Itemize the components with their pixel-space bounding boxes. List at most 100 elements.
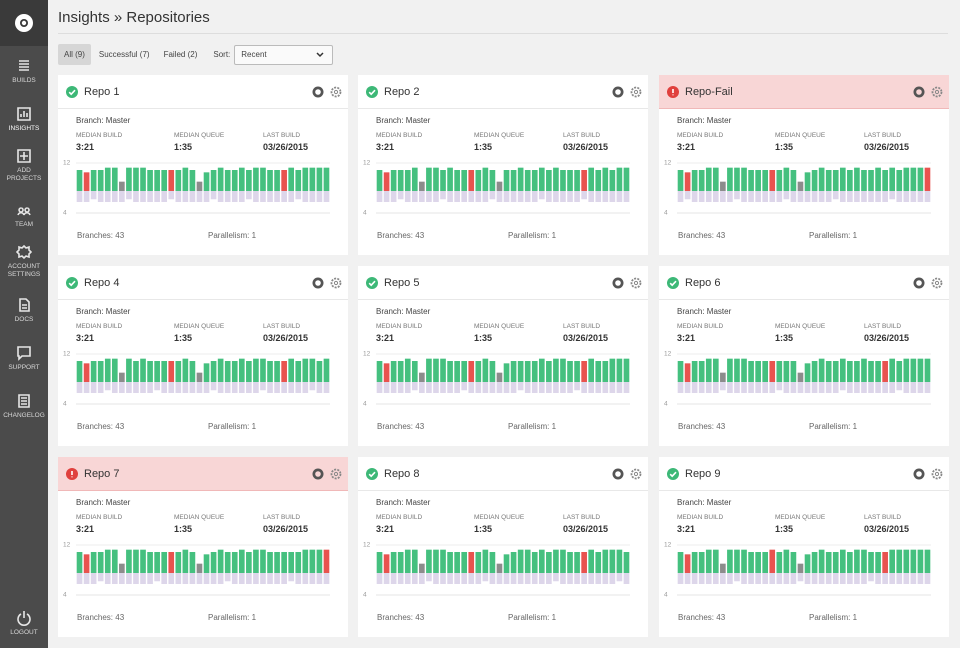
settings-icon[interactable] (330, 277, 342, 289)
queue-bar (712, 573, 719, 584)
repo-name[interactable]: Repo 2 (384, 85, 420, 98)
queue-bar (924, 382, 931, 393)
y-tick-label: 12 (363, 351, 371, 358)
build-bar (203, 554, 210, 573)
github-icon[interactable] (312, 277, 324, 289)
status-icon (366, 276, 378, 289)
repo-name[interactable]: Repo 8 (384, 467, 420, 480)
github-icon[interactable] (312, 468, 324, 480)
queue-bar (741, 382, 747, 393)
settings-icon[interactable] (931, 277, 943, 289)
queue-bar (224, 382, 231, 393)
build-chart: 12 4 (664, 160, 931, 217)
build-bar (567, 361, 573, 382)
build-bar (147, 361, 153, 382)
logo[interactable] (0, 0, 48, 46)
repo-name[interactable]: Repo-Fail (685, 85, 733, 98)
build-bar (560, 170, 566, 191)
build-bar (419, 563, 425, 573)
sort-select[interactable]: Recent (234, 44, 334, 65)
queue-bar (133, 191, 139, 202)
queue-bar (588, 191, 595, 202)
github-icon[interactable] (612, 86, 624, 98)
glyph (16, 244, 32, 260)
header-icons (913, 277, 943, 289)
stat-label: MEDIAN QUEUE (474, 323, 525, 330)
github-icon[interactable] (612, 468, 624, 480)
nav-label: CHANGELOG (3, 412, 45, 419)
nav-item[interactable]: SUPPORT (0, 345, 48, 372)
icon-mark (368, 471, 376, 477)
queue-bar (267, 573, 273, 584)
queue-bar (567, 191, 573, 202)
queue-bar (288, 382, 295, 393)
queue-bar (147, 382, 153, 393)
settings-icon[interactable] (931, 468, 943, 480)
repo-name[interactable]: Repo 9 (685, 467, 721, 480)
github-icon[interactable] (913, 86, 925, 98)
nav-item[interactable]: BUILDS (0, 58, 48, 85)
nav-item[interactable]: DOCS (0, 297, 48, 324)
build-bar (762, 170, 769, 191)
nav-item[interactable]: CHANGELOG (0, 393, 48, 420)
build-chart: 12 4 (63, 160, 330, 217)
queue-bar (154, 573, 160, 582)
build-bar (889, 358, 896, 382)
build-bar (889, 549, 896, 573)
settings-icon[interactable] (630, 468, 642, 480)
build-bar (461, 552, 468, 573)
nav-item[interactable]: TEAM (0, 202, 48, 229)
settings-icon[interactable] (931, 86, 943, 98)
build-bar (602, 549, 609, 573)
queue-bar (517, 191, 524, 202)
queue-bar (302, 191, 309, 202)
queue-bar (246, 191, 252, 200)
header-icons (312, 468, 342, 480)
queue-bar (524, 573, 531, 584)
github-icon[interactable] (612, 277, 624, 289)
queue-bar (581, 573, 587, 584)
filter-tab[interactable]: Successful (7) (98, 50, 150, 59)
github-icon[interactable] (913, 277, 925, 289)
filter-tab[interactable]: Failed (2) (163, 50, 198, 59)
settings-icon[interactable] (330, 468, 342, 480)
queue-bar (419, 191, 425, 202)
build-bar (182, 358, 189, 382)
repo-name[interactable]: Repo 7 (84, 467, 120, 480)
repo-name[interactable]: Repo 5 (384, 276, 420, 289)
icon-shape (934, 280, 940, 285)
queue-bar (503, 382, 510, 393)
queue-bar (383, 573, 390, 584)
queue-bar (238, 191, 245, 202)
build-bar (267, 552, 273, 573)
build-bar (196, 372, 203, 382)
nav-item[interactable]: ACCOUNT SETTINGS (0, 244, 48, 279)
queue-bar (748, 382, 754, 393)
nav-item[interactable]: INSIGHTS (0, 106, 48, 133)
filter-tab[interactable]: All (9) (58, 44, 91, 65)
queue-bar (861, 573, 867, 584)
chevron (316, 51, 324, 57)
queue-bar (804, 573, 811, 584)
settings-icon[interactable] (630, 86, 642, 98)
repo-name[interactable]: Repo 1 (84, 85, 120, 98)
settings-icon[interactable] (630, 277, 642, 289)
queue-bar (295, 191, 302, 200)
repo-name[interactable]: Repo 6 (685, 276, 721, 289)
sort-value: Recent (241, 49, 267, 59)
queue-bar (175, 191, 182, 202)
build-bar (734, 358, 740, 382)
github-icon[interactable] (312, 86, 324, 98)
repo-name[interactable]: Repo 4 (84, 276, 120, 289)
settings-icon[interactable] (330, 86, 342, 98)
queue-bar (182, 573, 189, 584)
queue-bar (267, 382, 273, 393)
nav-item[interactable]: ADD PROJECTS (0, 148, 48, 183)
queue-bar (776, 382, 783, 391)
queue-bar (811, 573, 818, 584)
build-bar (748, 361, 754, 382)
queue-bar (281, 382, 287, 393)
github-icon[interactable] (913, 468, 925, 480)
queue-bar (602, 382, 609, 393)
logout[interactable]: LOGOUT (0, 610, 48, 637)
